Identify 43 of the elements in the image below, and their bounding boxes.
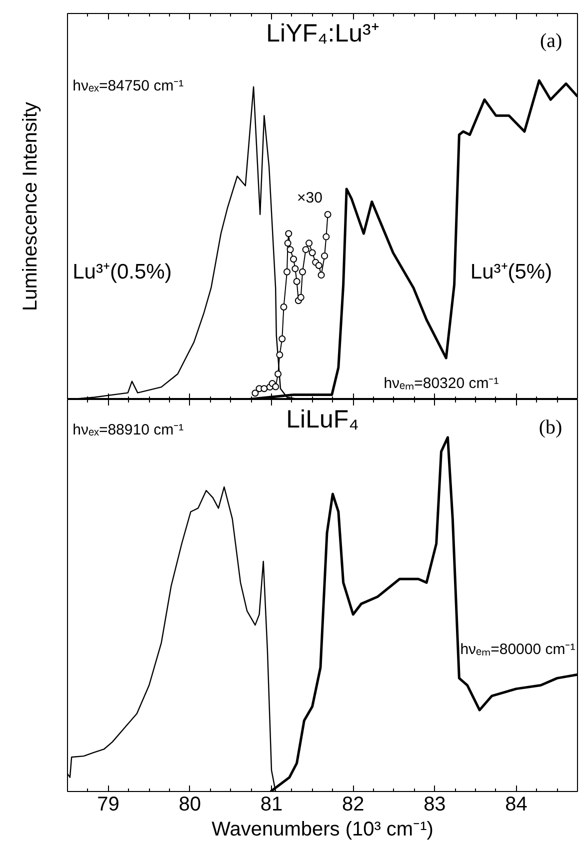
- x-tick-label: 81: [260, 794, 283, 816]
- point: [285, 230, 292, 238]
- x-tick-label: 82: [342, 794, 364, 816]
- point: [290, 256, 298, 263]
- annotation: hνₑₘ=80320 cm⁻¹: [384, 374, 499, 392]
- x-tick-label: 83: [424, 794, 446, 816]
- series-label: Lu³⁺(0.5%): [72, 260, 172, 284]
- text: (a): [540, 30, 562, 52]
- point: [297, 294, 304, 301]
- point: [272, 383, 280, 390]
- point: [308, 249, 316, 256]
- y-axis-title: Luminescence Intensity: [20, 102, 42, 311]
- x-tick-label: 80: [178, 794, 202, 816]
- chart-title: LiLuF₄: [286, 405, 359, 434]
- point: [318, 272, 325, 279]
- point: [321, 252, 328, 260]
- point: [315, 262, 322, 270]
- point: [292, 265, 299, 272]
- point: [286, 246, 294, 254]
- series-label: Lu³⁺(5%): [470, 260, 552, 284]
- point: [252, 390, 259, 397]
- point: [278, 335, 286, 342]
- series-label: ×30: [297, 190, 322, 206]
- annotation: hνₑₘ=80000 cm⁻¹: [460, 641, 576, 658]
- x-axis-title: Wavenumbers (10³ cm⁻¹): [212, 818, 434, 840]
- point: [260, 385, 268, 392]
- annotation: (b): [538, 416, 562, 439]
- point: [276, 351, 284, 358]
- point: [280, 303, 288, 310]
- point: [306, 240, 313, 247]
- chart-title: LiYF₄:Lu³⁺: [266, 19, 379, 48]
- x-tick-label: 84: [505, 794, 528, 816]
- x-tick-label: 79: [97, 794, 120, 816]
- point: [324, 210, 332, 218]
- point: [274, 370, 282, 378]
- point: [284, 268, 291, 276]
- point: [302, 246, 310, 254]
- point: [322, 233, 330, 240]
- point: [299, 268, 306, 276]
- point: [293, 278, 300, 285]
- point: [284, 240, 292, 247]
- annotation: hνₑₓ=88910 cm⁻¹: [72, 422, 184, 439]
- annotation: hνₑₓ=84750 cm⁻¹: [72, 78, 184, 95]
